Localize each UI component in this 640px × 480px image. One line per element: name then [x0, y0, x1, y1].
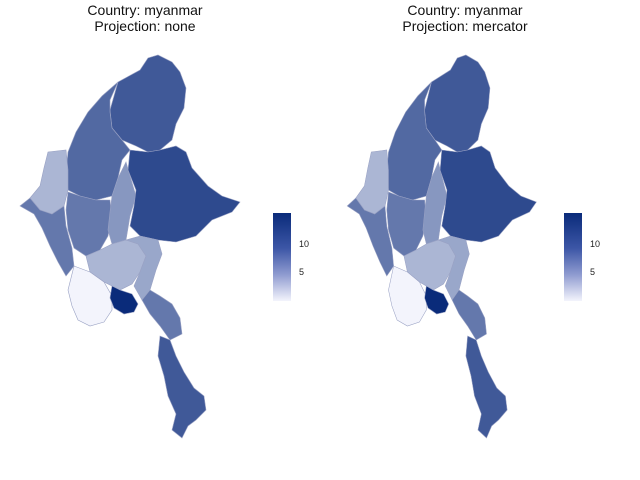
legend-label: 5 — [590, 267, 596, 277]
projection-line: Projection: mercator — [402, 18, 528, 34]
color-legend: 10 5 — [564, 213, 624, 313]
country-line: Country: myanmar — [87, 2, 203, 18]
region-mandalay — [107, 161, 137, 245]
region-tanintharyi — [157, 335, 207, 439]
region-rakhine — [19, 197, 75, 277]
region-rakhine — [346, 197, 394, 277]
region-mandalay — [422, 161, 448, 245]
region-yangon — [424, 285, 449, 315]
map-panel-none: Country: myanmar Projection: none 10 5 — [0, 2, 309, 439]
region-tanintharyi — [465, 335, 508, 439]
region-shan — [127, 145, 241, 243]
legend-color-bar — [564, 213, 582, 301]
legend-tick — [291, 244, 295, 245]
region-ayeyarwady — [388, 265, 427, 327]
legend-label: 5 — [299, 267, 305, 277]
region-mon — [451, 289, 487, 341]
choropleth-map — [346, 54, 537, 439]
region-magway — [65, 191, 113, 257]
projection-line: Projection: none — [94, 18, 196, 34]
panel-title: Country: myanmar Projection: none — [0, 2, 290, 34]
legend-color-bar — [273, 213, 291, 301]
color-legend: 10 5 — [273, 213, 333, 313]
choropleth-map — [19, 54, 241, 439]
map-panel-mercator: Country: myanmar Projection: mercator 10… — [320, 0, 640, 480]
panel-title: Country: myanmar Projection: mercator — [320, 2, 610, 34]
region-magway — [386, 191, 427, 257]
region-shan — [439, 145, 537, 243]
region-kachin — [109, 54, 187, 153]
legend-tick — [582, 272, 586, 273]
legend-tick — [582, 244, 586, 245]
country-line: Country: myanmar — [407, 2, 523, 18]
legend-label: 10 — [590, 239, 601, 249]
region-kachin — [424, 54, 491, 153]
legend-label: 10 — [299, 239, 310, 249]
region-sagaing — [386, 81, 443, 201]
legend-tick — [291, 272, 295, 273]
region-ayeyarwady — [67, 265, 113, 327]
region-mon — [141, 289, 183, 341]
region-yangon — [109, 285, 139, 315]
region-sagaing — [65, 81, 131, 201]
